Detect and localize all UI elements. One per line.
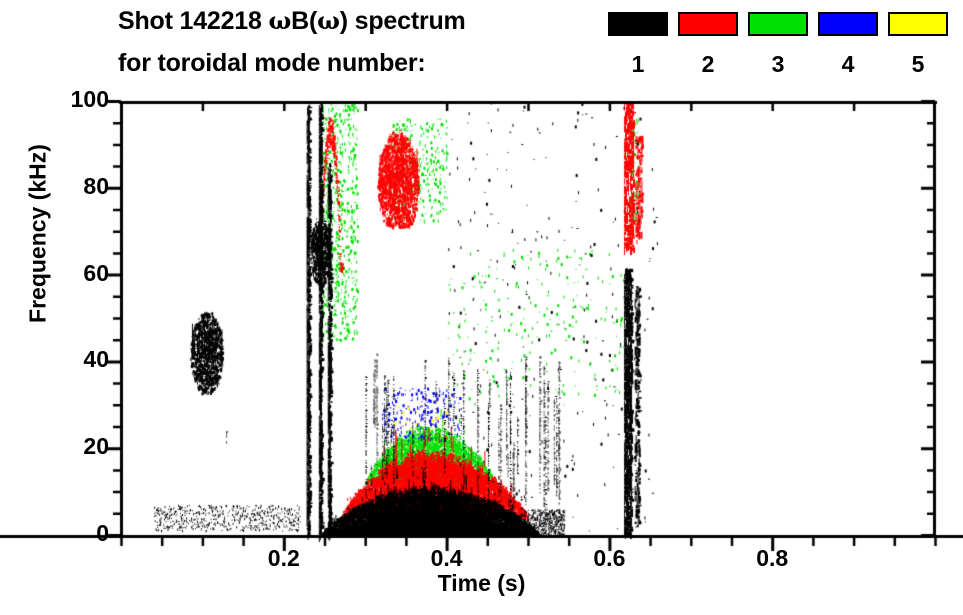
x-tick-label-0.2: 0.2 bbox=[267, 545, 300, 571]
y-tick-label-40: 40 bbox=[83, 346, 109, 373]
x-tick-label-0.4: 0.4 bbox=[430, 545, 463, 571]
y-tick-label-0: 0 bbox=[96, 520, 109, 546]
y-tick-label-100: 100 bbox=[70, 86, 109, 112]
x-axis-title: Time (s) bbox=[437, 570, 526, 596]
x-tick-label-0.8: 0.8 bbox=[756, 545, 789, 571]
y-tick-label-20: 20 bbox=[83, 433, 109, 460]
x-tick-label-0.6: 0.6 bbox=[593, 545, 626, 571]
y-axis-title: Frequency (kHz) bbox=[24, 144, 51, 323]
y-tick-label-60: 60 bbox=[83, 259, 109, 286]
y-tick-label-80: 80 bbox=[83, 172, 109, 199]
